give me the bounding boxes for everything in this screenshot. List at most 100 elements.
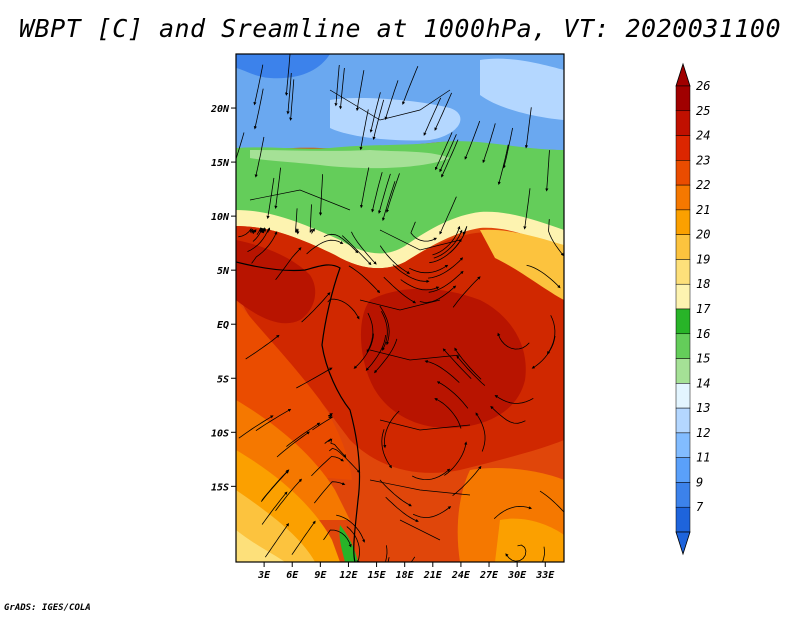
streamline — [548, 219, 564, 257]
lat-tick-label: 10N — [211, 212, 230, 223]
streamline — [276, 431, 310, 458]
streamline — [378, 173, 391, 214]
streamline — [359, 167, 370, 209]
streamline — [254, 136, 265, 178]
streamline — [311, 456, 344, 477]
streamline — [369, 92, 381, 133]
colorbar-label: 12 — [696, 426, 710, 440]
streamline — [379, 245, 411, 274]
lon-tick-label: 33E — [535, 570, 555, 581]
colorbar-segment — [675, 333, 691, 359]
streamline — [346, 526, 360, 562]
streamline — [434, 92, 452, 131]
streamline — [524, 107, 532, 149]
colorbar-segment — [675, 259, 691, 285]
lon-tick-label: 27E — [479, 570, 499, 581]
streamline — [436, 381, 469, 409]
lon-tick-label: 15E — [368, 570, 387, 581]
colorbar: 26 25 24 23 22 21 20 19 18 17 16 15 14 13 12 11 9 7 — [675, 62, 711, 556]
lat-tick-label: 5N — [217, 266, 230, 277]
streamline — [432, 225, 461, 256]
colorbar-segment — [675, 85, 691, 112]
colorbar-segment — [675, 358, 691, 384]
streamline — [274, 167, 281, 209]
streamline — [547, 315, 556, 355]
streamline — [318, 174, 323, 216]
cold-region-pale2 — [480, 58, 564, 120]
colorbar-bottom-arrow — [675, 531, 691, 556]
streamline — [385, 496, 419, 522]
streamline — [497, 332, 530, 350]
streamline — [490, 405, 526, 424]
colorbar-segment — [675, 283, 691, 310]
streamline — [286, 72, 292, 115]
lat-tick-label: 20N — [210, 104, 230, 115]
colorbar-segment — [675, 160, 691, 186]
colorbar-segment — [675, 506, 691, 533]
streamline — [542, 546, 545, 562]
colorbar-segment — [675, 432, 691, 458]
south-mild — [495, 518, 564, 562]
streamline — [456, 355, 486, 386]
streamline — [382, 181, 396, 222]
streamline — [327, 298, 360, 320]
streamline — [275, 247, 302, 280]
colorbar-top-arrow — [675, 62, 691, 87]
colorbar-label: 9 — [696, 475, 703, 489]
streamline — [402, 66, 419, 105]
streamline — [494, 395, 534, 404]
mild-region-light — [250, 150, 450, 169]
streamline — [539, 490, 564, 513]
colorbar-segment — [675, 407, 691, 434]
colorbar-label: 26 — [696, 79, 710, 93]
streamline — [379, 305, 390, 346]
streamline — [392, 264, 430, 283]
colorbar-label: 23 — [696, 153, 710, 167]
lon-tick-label: 9E — [314, 570, 327, 581]
streamline — [236, 132, 245, 161]
streamline — [286, 422, 321, 447]
streamline — [341, 235, 372, 266]
colorbar-label: 17 — [696, 302, 711, 316]
streamline — [449, 226, 468, 254]
streamline — [306, 239, 344, 255]
streamline — [523, 188, 531, 230]
hot-core-west — [236, 240, 316, 324]
streamline — [419, 285, 457, 303]
streamline — [434, 132, 453, 171]
streamline — [410, 221, 438, 242]
ne-pale — [480, 229, 564, 300]
colorbar-segment — [675, 135, 691, 161]
streamline — [428, 257, 464, 279]
colorbar-label: 22 — [696, 178, 710, 192]
colorbar-label: 18 — [696, 277, 710, 291]
streamline — [381, 429, 392, 469]
map-title: WBPT [C] and Sreamline at 1000hPa, VT: 2… — [18, 14, 781, 43]
streamline — [371, 172, 383, 213]
streamline — [253, 64, 264, 106]
lat-tick-label: 15N — [211, 158, 230, 169]
streamline — [502, 127, 513, 169]
streamline — [339, 67, 345, 110]
streamline — [359, 109, 369, 151]
colorbar-segment — [675, 184, 691, 211]
colorbar-segment — [675, 234, 691, 260]
streamline — [291, 520, 316, 555]
lat-tick-label: EQ — [217, 320, 229, 331]
streamline — [497, 144, 509, 186]
streamline — [482, 123, 496, 164]
streamline — [526, 264, 561, 289]
coastlines — [236, 89, 471, 562]
streamline — [434, 398, 462, 429]
streamline — [452, 276, 481, 308]
streamline — [336, 514, 365, 543]
colorbar-label: 21 — [696, 203, 710, 217]
colorbar-segment — [675, 457, 691, 483]
streamline — [452, 465, 482, 497]
streamline — [334, 64, 340, 107]
streamline — [255, 408, 292, 432]
colorbar-label: 16 — [696, 327, 710, 341]
colorbar-label: 14 — [696, 376, 710, 390]
latitude-axis: 20N 15N 10N 5N EQ 5S 10S 15S — [210, 104, 236, 493]
